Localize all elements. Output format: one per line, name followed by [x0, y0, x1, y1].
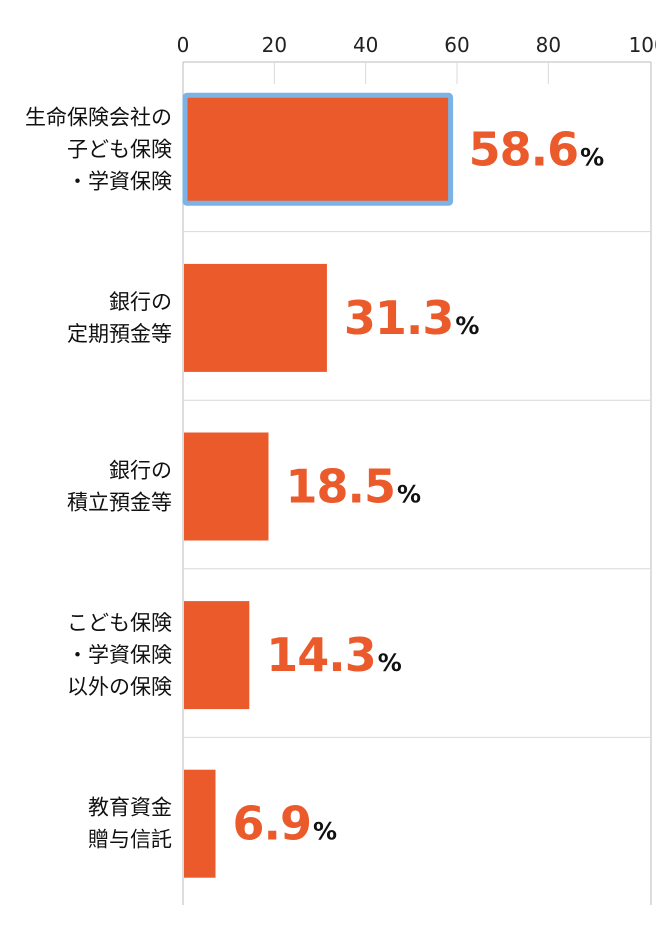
- gridlines: [182, 61, 652, 905]
- value-unit: %: [313, 818, 337, 846]
- value-label: 58.6%: [469, 122, 605, 176]
- category-label: 子ども保険: [67, 137, 172, 161]
- x-tick-label: 0: [177, 33, 190, 57]
- category-label: 銀行の: [109, 290, 172, 314]
- value-number: 18.5: [285, 460, 395, 514]
- value-number: 6.9: [233, 797, 312, 851]
- category-label: ・学資保険: [67, 169, 172, 193]
- x-tick-label: 100: [629, 33, 656, 57]
- bars: [182, 92, 454, 878]
- category-label: 銀行の: [109, 459, 172, 483]
- category-label: ・学資保険: [67, 643, 172, 667]
- category-label: 積立預金等: [67, 491, 172, 515]
- value-unit: %: [378, 649, 402, 677]
- value-unit: %: [397, 481, 421, 509]
- category-label: 以外の保険: [67, 675, 172, 699]
- x-tick-label: 40: [353, 33, 378, 57]
- bar: [184, 432, 269, 541]
- x-axis-ticks: 020406080100(%): [177, 33, 656, 57]
- value-unit: %: [580, 143, 604, 171]
- value-label: 18.5%: [285, 460, 421, 514]
- x-tick-label: 20: [262, 33, 287, 57]
- category-label: 贈与信託: [88, 828, 172, 852]
- category-label: こども保険: [67, 611, 172, 635]
- category-labels: 生命保険会社の子ども保険・学資保険銀行の定期預金等銀行の積立預金等こども保険・学…: [25, 105, 172, 851]
- bar: [184, 769, 216, 878]
- category-label: 生命保険会社の: [25, 105, 172, 129]
- bar: [184, 263, 327, 372]
- value-number: 14.3: [266, 628, 376, 682]
- value-label: 31.3%: [344, 291, 480, 345]
- category-label: 教育資金: [88, 796, 172, 820]
- value-unit: %: [455, 312, 479, 340]
- value-labels: 58.6%31.3%18.5%14.3%6.9%: [233, 122, 606, 851]
- bar: [182, 92, 454, 206]
- bar: [184, 601, 250, 710]
- value-label: 14.3%: [266, 628, 402, 682]
- category-label: 定期預金等: [67, 322, 172, 346]
- value-number: 31.3: [344, 291, 454, 345]
- x-tick-label: 60: [444, 33, 469, 57]
- x-tick-label: 80: [536, 33, 561, 57]
- value-number: 58.6: [469, 122, 579, 176]
- value-label: 6.9%: [233, 797, 338, 851]
